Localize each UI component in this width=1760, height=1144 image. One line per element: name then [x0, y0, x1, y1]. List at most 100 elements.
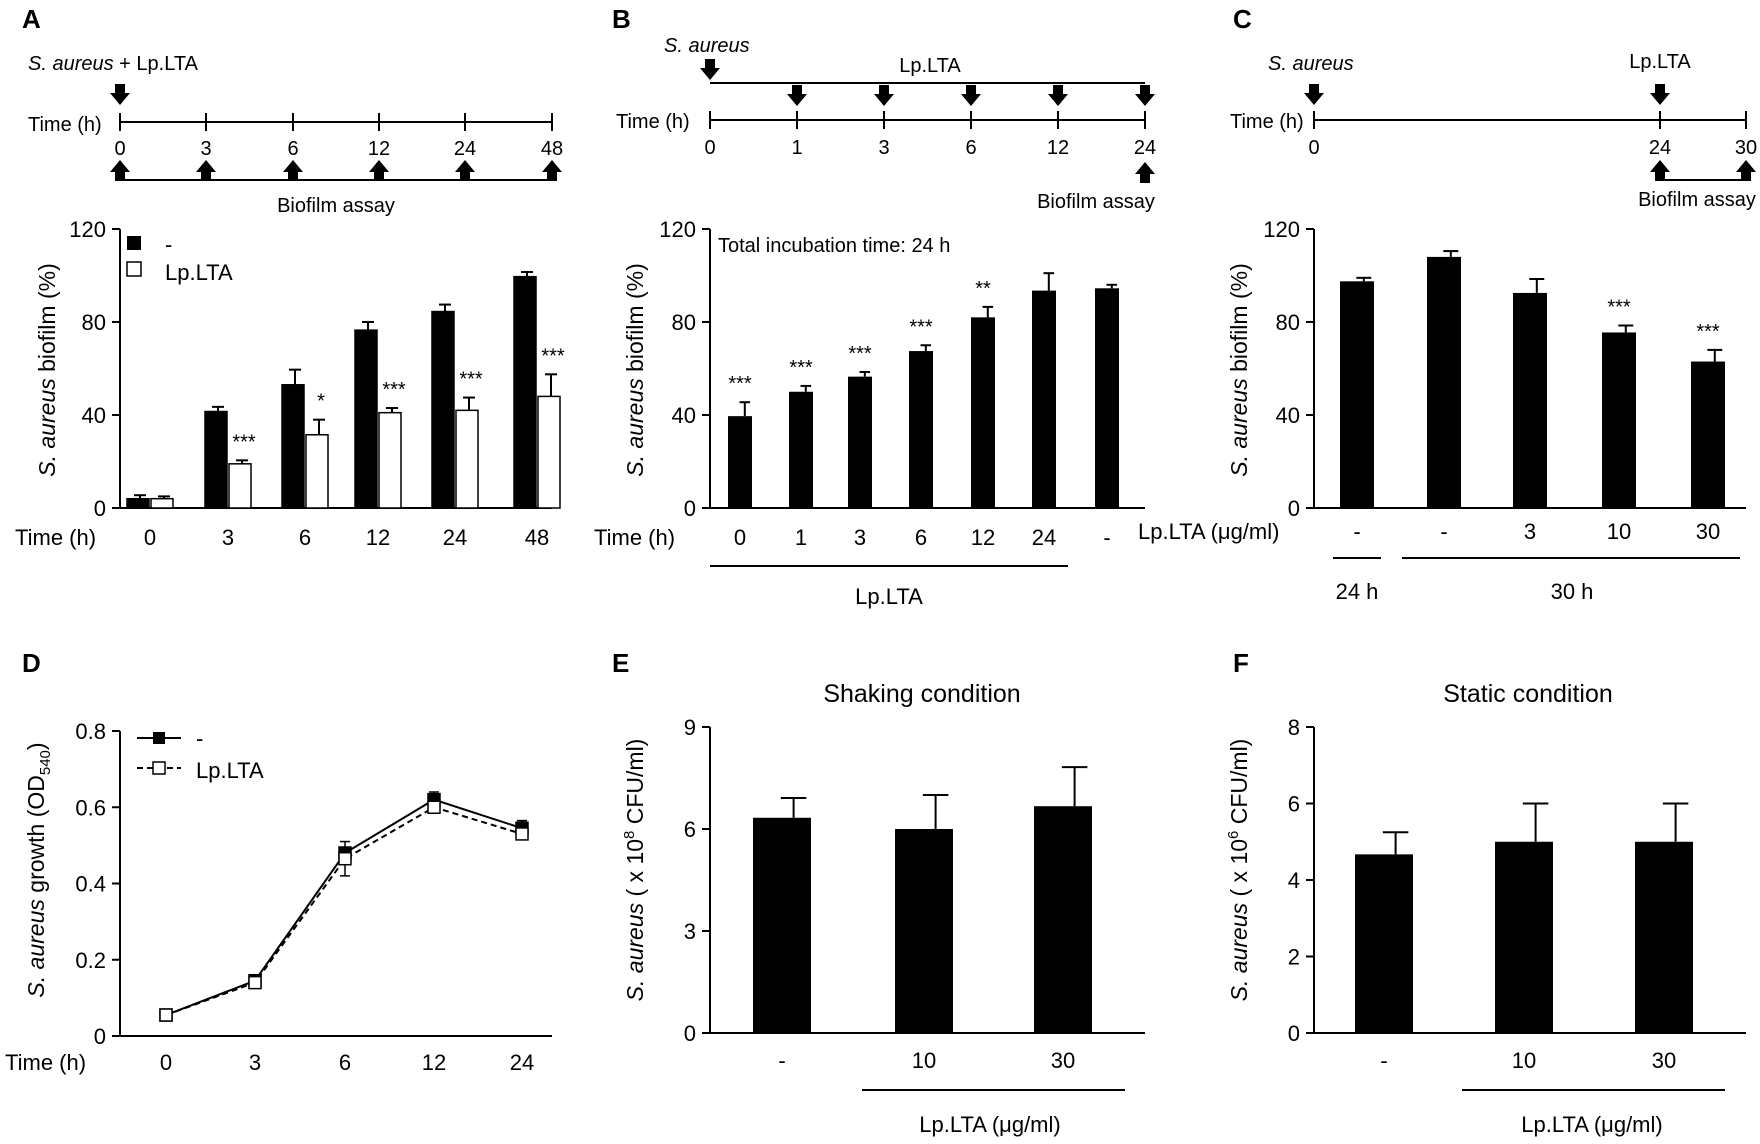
timeline-c-bottom-label: Biofilm assay: [1638, 189, 1756, 211]
x-tick-label: 0: [734, 525, 746, 550]
y-tick-label: 0.2: [75, 948, 106, 973]
data-point: [159, 1008, 173, 1022]
y-tick-label: 0: [684, 1021, 696, 1046]
timeline-c-time-label: Time (h): [1230, 111, 1304, 133]
legend-label: -: [165, 232, 172, 257]
x-tick-label: 10: [1607, 519, 1631, 544]
timeline-a-time-label: Time (h): [28, 114, 102, 136]
y-tick-label: 120: [69, 217, 106, 242]
panel-label-a: A: [22, 4, 41, 34]
x-tick-label: 10: [912, 1048, 936, 1073]
timeline-a-tick: 3: [200, 138, 211, 160]
timeline-b-top-label: S. aureus: [664, 35, 750, 57]
timeline-a-top-label: S. aureus + Lp.LTA: [28, 53, 199, 75]
chart-title: Static condition: [1443, 680, 1613, 708]
y-tick-label: 0: [1288, 1021, 1300, 1046]
timeline-b-bottom-label: Biofilm assay: [1037, 191, 1155, 213]
significance-mark: ***: [789, 357, 813, 379]
timeline-a-tick: 24: [454, 138, 476, 160]
panel-label-f: F: [1233, 648, 1249, 678]
y-tick-label: 120: [1263, 217, 1300, 242]
chart-C: 0 40 80 120 Lp.LTA (μg/ml) - - 3 10 30 *** ***: [1138, 217, 1746, 544]
bar: [728, 416, 752, 508]
x-tick-label: 12: [971, 525, 995, 550]
timeline-b-time-label: Time (h): [616, 111, 690, 133]
chart-f-ylabel: S. aureus ( x 106 CFU/ml): [1225, 739, 1252, 1002]
significance-mark: ***: [1696, 321, 1720, 343]
y-tick-label: 40: [82, 403, 106, 428]
y-tick-label: 6: [684, 817, 696, 842]
x-tick-label: 30: [1051, 1048, 1075, 1073]
y-tick-label: 0.4: [75, 872, 106, 897]
y-tick-label: 8: [1288, 715, 1300, 740]
bar: [1602, 332, 1636, 508]
timeline-a-tick: 6: [287, 138, 298, 160]
x-axis-label: Lp.LTA (μg/ml): [1138, 519, 1279, 544]
y-tick-label: 40: [1276, 403, 1300, 428]
chart-F: 0 2 4 6 8 - 10 30 Static condition: [1288, 680, 1746, 1073]
chart-E: 0 3 6 9 - 10 30 Shaking condition: [684, 680, 1145, 1073]
x-tick-label: 12: [422, 1050, 446, 1075]
x-tick-label: 3: [222, 525, 234, 550]
x-tick-label: 3: [1524, 519, 1536, 544]
x-tick-label: 1: [795, 525, 807, 550]
data-point: [515, 827, 529, 841]
y-tick-label: 4: [1288, 868, 1300, 893]
y-tick-label: 0.8: [75, 719, 106, 744]
chart-a-ylabel: S. aureus biofilm (%): [34, 263, 60, 476]
y-tick-label: 6: [1288, 792, 1300, 817]
bar-lpl-lta: [228, 463, 252, 509]
bar: [971, 317, 995, 508]
x-tick-label: 6: [915, 525, 927, 550]
significance-mark: ***: [232, 431, 256, 453]
x-tick-label: -: [1353, 519, 1360, 544]
y-tick-label: 0: [94, 496, 106, 521]
legend-marker-lpl-lta: [152, 761, 166, 775]
timeline-c-top-label: S. aureus: [1268, 53, 1354, 75]
legend-label: -: [196, 726, 203, 751]
bar-control: [431, 310, 455, 509]
timeline-b-lp-label: Lp.LTA: [899, 55, 961, 77]
chart-c-ylabel: S. aureus biofilm (%): [1226, 263, 1252, 476]
y-tick-label: 120: [659, 217, 696, 242]
x-tick-label: 12: [366, 525, 390, 550]
chart-b-annotation: Total incubation time: 24 h: [718, 235, 950, 257]
timeline-b: S. aureus Lp.LTA Time (h) 0 1 3 6 12 24 …: [616, 35, 1156, 213]
x-tick-label: 3: [249, 1050, 261, 1075]
panel-label-b: B: [612, 4, 631, 34]
bar: [1513, 292, 1547, 508]
bar: [1355, 854, 1413, 1033]
timeline-c-lp-label: Lp.LTA: [1629, 51, 1691, 73]
x-tick-label: 30: [1696, 519, 1720, 544]
bar: [789, 391, 813, 508]
x-tick-label: 6: [339, 1050, 351, 1075]
significance-mark: ***: [848, 343, 872, 365]
significance-mark: *: [317, 391, 325, 413]
significance-mark: ***: [728, 373, 752, 395]
y-tick-label: 0.6: [75, 795, 106, 820]
timeline-b-tick: 3: [878, 137, 889, 159]
y-tick-label: 9: [684, 715, 696, 740]
series-line-lpl-lta: [165, 806, 523, 1016]
timeline-b-tick: 0: [704, 137, 715, 159]
x-tick-label: -: [778, 1048, 785, 1073]
chart-d: 0 0.2 0.4 0.6 0.8 Time (h) 0 3 6 12 24 - Lp.LTA: [5, 719, 552, 1075]
bar-lpl-lta: [455, 409, 479, 509]
bar-control: [513, 275, 537, 509]
bar-lpl-lta: [537, 395, 561, 509]
timeline-c-tick: 24: [1649, 137, 1671, 159]
chart-f-group-label: Lp.LTA (μg/ml): [1521, 1112, 1662, 1137]
significance-mark: ***: [459, 369, 483, 391]
y-tick-label: 0: [684, 496, 696, 521]
chart-c-group-label: 24 h: [1336, 579, 1379, 604]
significance-mark: ***: [909, 316, 933, 338]
data-point: [427, 800, 441, 814]
x-tick-label: -: [1380, 1048, 1387, 1073]
significance-mark: ***: [1607, 296, 1631, 318]
x-tick-label: 24: [1032, 525, 1056, 550]
chart-d-ylabel: S. aureus growth (OD540): [23, 742, 54, 997]
panel-label-d: D: [22, 648, 41, 678]
timeline-a-tick: 0: [114, 138, 125, 160]
x-tick-label: 30: [1652, 1048, 1676, 1073]
